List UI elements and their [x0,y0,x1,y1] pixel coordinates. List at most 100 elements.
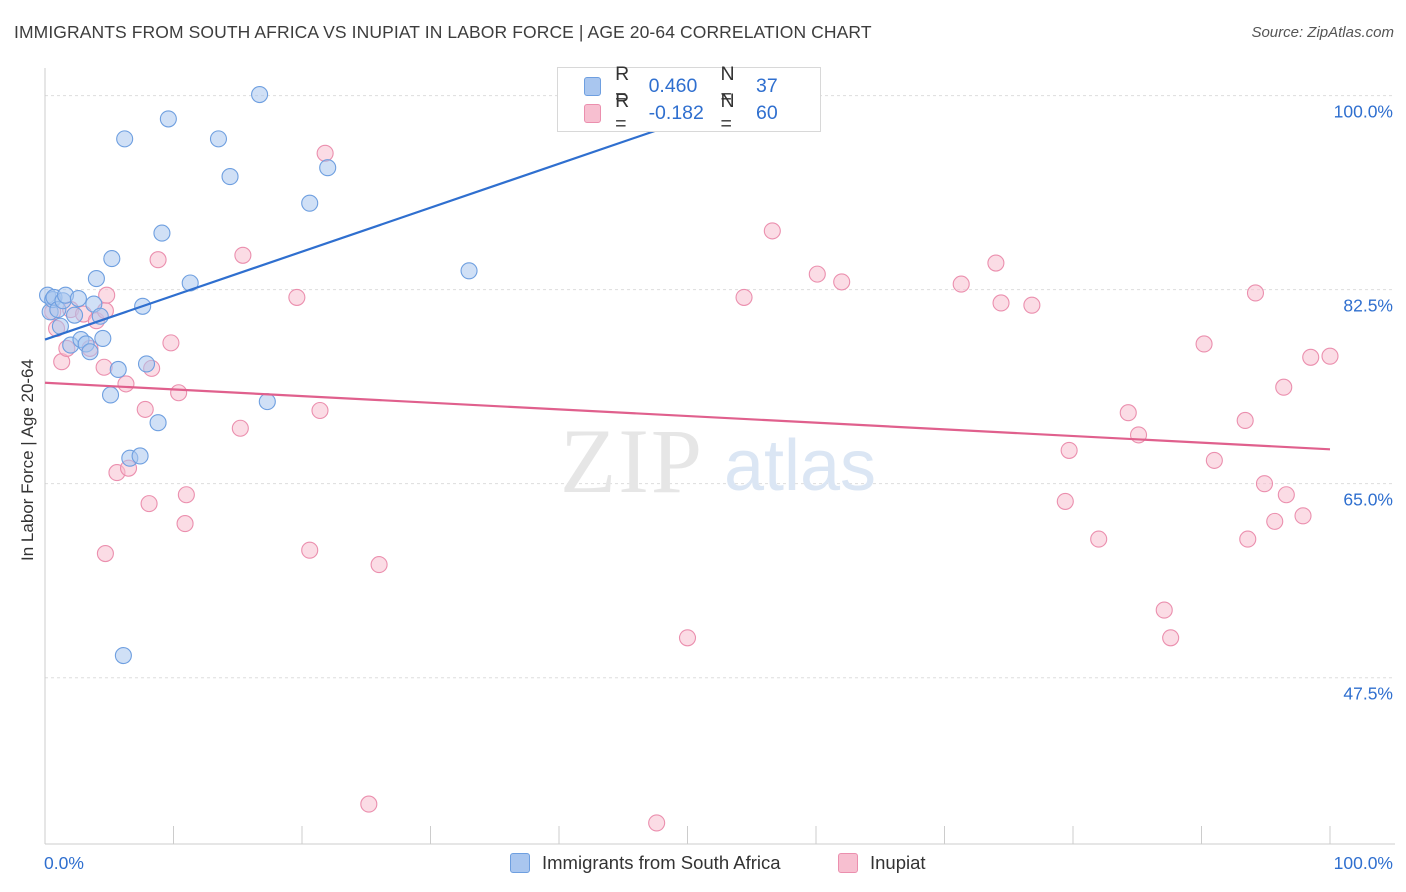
y-tick-label: 100.0% [1334,102,1393,122]
inupiat-point [1246,284,1265,302]
inupiat-point [1205,451,1223,469]
south-africa-point [116,130,134,148]
legend-r-value-inupiat: -0.182 [648,101,704,124]
legend-item-south-africa: Immigrants from South Africa [510,852,781,874]
south-africa-point [114,646,132,665]
south-africa-point [153,224,171,242]
inupiat-point [1239,530,1257,548]
legend-row-south-africa: R = 0.460 N = 37 [584,63,820,108]
chart-title: IMMIGRANTS FROM SOUTH AFRICA VS INUPIAT … [14,22,872,42]
trendlines [44,92,1331,451]
inupiat-point [170,384,188,402]
inupiat-point [1119,404,1137,422]
south-africa-point [209,130,228,148]
inupiat-point [311,401,329,420]
inupiat-point [360,795,378,813]
legend-swatch-blue [584,76,602,96]
series-legend: Immigrants from South Africa Inupiat [0,852,1406,876]
x-tick-label-min: 0.0% [44,853,84,873]
inupiat-point [1056,492,1074,510]
y-tick-label: 65.0% [1343,490,1393,510]
inupiat-point [370,556,388,574]
inupiat-point [952,275,970,293]
y-tick-label: 47.5% [1343,684,1393,704]
inupiat-point [316,144,334,162]
inupiat-point [763,222,781,240]
inupiat-point [234,246,252,264]
south-africa-point [94,329,112,347]
watermark-atlas: atlas [724,426,876,506]
inupiat-point [288,288,306,306]
inupiat-point [678,629,697,647]
legend-n-label: N = [720,63,735,108]
tick-labels: 47.5% 65.0% 82.5% 100.0% 0.0% 100.0% [44,102,1393,873]
south-africa-trendline [44,92,765,341]
y-axis-label: In Labor Force | Age 20-64 [18,359,37,561]
inupiat-trendline [44,381,1331,451]
legend-r-label: R = [615,90,630,135]
inupiat-point [149,251,167,269]
inupiat-point [735,288,753,306]
south-africa-point [101,386,120,404]
source-credit: Source: ZipAtlas.com [1251,24,1394,41]
inupiat-point [1275,378,1293,396]
legend-row-inupiat: R = -0.182 N = 60 [584,90,820,135]
inupiat-point [992,294,1010,312]
inupiat-point [648,814,666,832]
south-africa-point [81,343,99,361]
inupiat-point [1195,335,1213,353]
inupiat-point [1294,507,1312,525]
legend-n-value-south-africa: 37 [756,74,778,97]
south-africa-point [258,393,276,411]
inupiat-point [95,358,113,376]
south-africa-point [66,306,84,324]
south-africa-point [460,262,478,280]
inupiat-point [808,265,826,283]
south-africa-point [159,110,177,128]
inupiat-point [833,273,851,291]
south-africa-point [149,414,167,432]
south-africa-point [251,85,269,104]
inupiat-point [117,375,135,393]
legend-swatch-blue [510,853,530,873]
legend-swatch-pink [838,853,858,873]
watermark: ZIP atlas [560,410,876,512]
south-africa-point [319,159,337,177]
x-tick-label-max: 100.0% [1334,853,1393,873]
inupiat-point [1162,629,1180,647]
axes [44,68,1395,845]
south-africa-point [131,447,149,465]
legend-name-south-africa: Immigrants from South Africa [542,852,781,873]
south-africa-points [39,85,478,665]
grid-lines [45,95,1395,679]
legend-name-inupiat: Inupiat [870,852,926,873]
watermark-zip: ZIP [560,410,704,512]
legend-r-label: R = [615,63,630,108]
inupiat-point [162,334,180,352]
south-africa-point [301,194,319,212]
inupiat-point [1255,475,1274,493]
inupiat-point [987,254,1005,272]
south-africa-point [221,168,239,186]
inupiat-point [96,544,114,563]
inupiat-point [1277,486,1295,504]
inupiat-point [1090,530,1108,548]
correlation-legend: R = 0.460 N = 37 R = -0.182 N = 60 [557,63,821,135]
inupiat-point [1023,296,1041,314]
inupiat-point [1321,347,1339,365]
inupiat-point [231,419,249,437]
inupiat-point [136,400,154,418]
legend-n-value-inupiat: 60 [756,101,778,124]
legend-swatch-pink [584,103,602,123]
inupiat-point [140,495,158,513]
inupiat-point [1236,411,1254,430]
inupiat-point [1155,601,1173,619]
inupiat-point [1266,512,1284,530]
inupiat-point [177,486,195,504]
inupiat-point [301,541,319,559]
inupiat-point [1060,441,1078,459]
south-africa-point [69,289,87,308]
south-africa-point [87,270,105,288]
y-tick-label: 82.5% [1343,296,1393,316]
